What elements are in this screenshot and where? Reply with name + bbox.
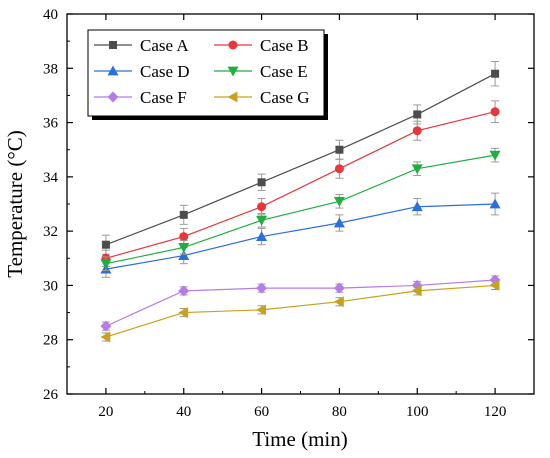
legend-item: Case A <box>94 36 189 55</box>
legend-label: Case D <box>140 62 190 81</box>
series-line <box>105 154 496 265</box>
data-point <box>411 201 423 212</box>
data-point <box>412 126 422 136</box>
data-point <box>178 307 189 319</box>
x-tick-label: 100 <box>406 404 429 420</box>
data-point <box>333 196 345 207</box>
series-case-f <box>100 274 501 332</box>
y-tick-label: 26 <box>43 387 59 403</box>
data-point <box>100 259 112 270</box>
data-point <box>256 215 268 226</box>
data-point <box>333 282 345 294</box>
legend-marker <box>227 66 239 77</box>
data-point <box>100 320 112 332</box>
data-point <box>333 217 345 228</box>
legend-marker <box>227 91 238 103</box>
legend-item: Case B <box>214 36 309 55</box>
legend-marker <box>107 91 119 103</box>
data-point <box>178 250 190 260</box>
legend-label: Case A <box>140 36 189 55</box>
legend-item: Case F <box>94 88 187 107</box>
y-tick-label: 28 <box>43 333 58 349</box>
legend-marker <box>228 40 238 50</box>
series-case-e <box>100 147 501 271</box>
legend-label: Case F <box>140 88 187 107</box>
series-line <box>105 279 496 327</box>
legend-box <box>87 29 325 117</box>
data-point <box>490 107 500 117</box>
data-point <box>257 178 266 187</box>
series-case-a <box>101 61 500 255</box>
axis-ticks: 20 40 60 80 100 120 26 28 30 32 34 36 38 40 <box>43 7 534 420</box>
series-line <box>105 203 496 270</box>
legend-item: Case G <box>214 88 310 107</box>
data-point <box>101 240 110 249</box>
y-tick-label: 32 <box>43 224 58 240</box>
data-point <box>489 150 501 161</box>
series-line <box>105 73 496 246</box>
y-tick-label: 40 <box>43 7 58 23</box>
x-tick-label: 60 <box>254 404 269 420</box>
data-point <box>256 304 266 316</box>
legend-label: Case B <box>260 36 309 55</box>
legend-item: Case E <box>214 62 308 81</box>
data-point <box>333 296 344 308</box>
data-point <box>334 164 344 174</box>
series-case-g <box>100 279 500 343</box>
data-point <box>489 279 500 291</box>
x-axis-title: Time (min) <box>252 427 347 451</box>
data-point <box>491 69 500 78</box>
x-tick-label: 80 <box>332 404 347 420</box>
data-point <box>256 282 268 294</box>
series-layer <box>100 61 501 343</box>
legend-item: Case D <box>94 62 190 81</box>
data-point <box>335 145 344 154</box>
data-point <box>411 285 422 297</box>
data-point <box>178 243 190 253</box>
data-point <box>179 210 188 219</box>
data-point <box>100 331 111 343</box>
legend-marker <box>107 65 119 76</box>
x-tick-label: 40 <box>176 404 191 420</box>
legend-label: Case E <box>260 62 308 81</box>
y-tick-label: 36 <box>43 116 59 132</box>
y-axis-title: Temperature (°C) <box>3 130 27 277</box>
y-tick-label: 38 <box>43 61 58 77</box>
data-point <box>256 231 268 241</box>
data-point <box>489 198 501 209</box>
data-point <box>178 285 190 297</box>
legend-marker <box>109 41 117 49</box>
data-point <box>411 164 423 175</box>
series-line <box>105 284 496 338</box>
data-point <box>413 110 422 119</box>
y-tick-label: 34 <box>43 170 59 186</box>
x-tick-label: 20 <box>98 404 113 420</box>
y-tick-label: 30 <box>43 278 58 294</box>
legend-label: Case G <box>260 88 310 107</box>
legend: Case A Case B Case D Case E Case F Case G <box>87 29 328 120</box>
x-tick-label: 120 <box>484 404 507 420</box>
series-case-b <box>101 100 500 267</box>
data-point <box>179 232 189 242</box>
series-case-d <box>100 192 501 278</box>
series-line <box>105 111 496 259</box>
data-point <box>257 202 267 212</box>
